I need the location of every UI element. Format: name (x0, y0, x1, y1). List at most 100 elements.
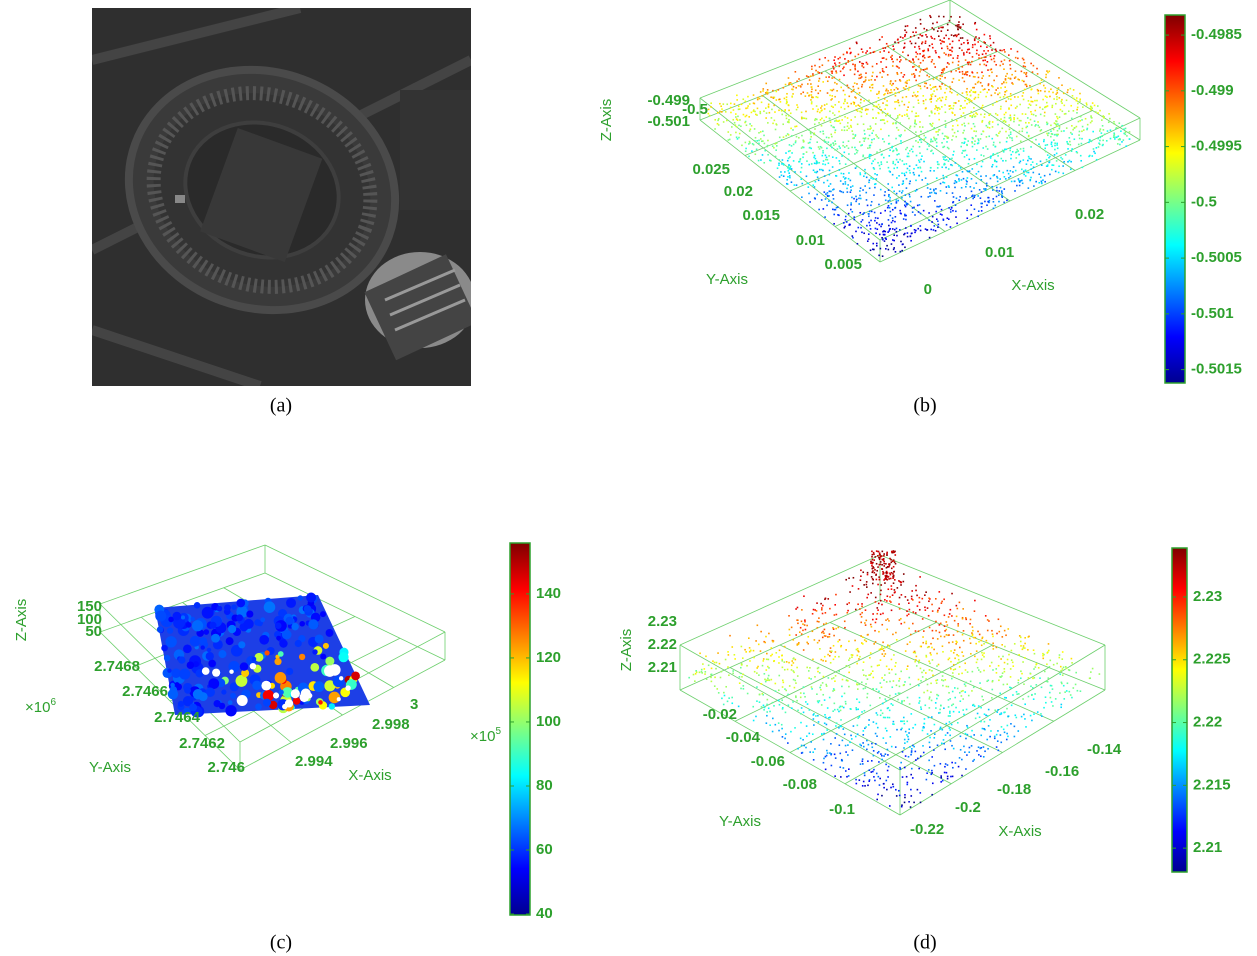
point (918, 175, 920, 177)
point (949, 86, 951, 88)
point (784, 669, 786, 671)
point (921, 598, 923, 600)
point (1044, 91, 1046, 93)
point (920, 706, 922, 708)
point (949, 735, 951, 737)
point (910, 36, 912, 38)
point (888, 167, 890, 169)
point (949, 20, 951, 22)
point (854, 640, 856, 642)
point (901, 804, 903, 806)
point (1003, 684, 1005, 686)
point (953, 105, 955, 107)
point (786, 93, 788, 95)
point (988, 197, 990, 199)
point (929, 627, 931, 629)
point (999, 178, 1001, 180)
point (952, 767, 954, 769)
point (966, 725, 968, 727)
point (788, 105, 790, 107)
point (1022, 698, 1024, 700)
point (874, 183, 876, 185)
point (808, 677, 810, 679)
point (896, 149, 898, 151)
point (769, 160, 771, 162)
point (1069, 137, 1071, 139)
point (875, 574, 877, 576)
point (978, 140, 980, 142)
point (801, 707, 803, 709)
point (790, 166, 792, 168)
y-tick-label: 0 (924, 281, 932, 298)
point (847, 191, 849, 193)
point (971, 61, 973, 63)
point (737, 116, 739, 118)
point (990, 155, 992, 157)
point (907, 168, 909, 170)
point (980, 179, 982, 181)
point (767, 145, 769, 147)
point (1018, 654, 1020, 656)
point (985, 715, 987, 717)
point (838, 66, 840, 68)
point (843, 728, 845, 730)
point (971, 730, 973, 732)
point (745, 148, 747, 150)
point (988, 136, 990, 138)
point (943, 598, 945, 600)
surface-patch (263, 699, 271, 707)
point (932, 153, 934, 155)
point (800, 697, 802, 699)
surface-patch (179, 669, 190, 680)
point (745, 121, 747, 123)
point (1047, 154, 1049, 156)
point (904, 74, 906, 76)
point (880, 161, 882, 163)
point (886, 666, 888, 668)
point (1022, 113, 1024, 115)
point (829, 697, 831, 699)
point (927, 690, 929, 692)
point (829, 170, 831, 172)
point (774, 97, 776, 99)
point (871, 139, 873, 141)
point (972, 630, 974, 632)
point (850, 204, 852, 206)
point (831, 147, 833, 149)
point (1006, 708, 1008, 710)
point (973, 734, 975, 736)
point (939, 728, 941, 730)
point (822, 660, 824, 662)
caption: (a) (270, 395, 292, 417)
point (1068, 669, 1070, 671)
point (932, 610, 934, 612)
point (746, 124, 748, 126)
point (879, 682, 881, 684)
point (1038, 182, 1040, 184)
point (806, 160, 808, 162)
surface-patch (192, 620, 203, 631)
point (999, 142, 1001, 144)
point (950, 71, 952, 73)
point (1072, 129, 1074, 131)
point (983, 652, 985, 654)
point (898, 603, 900, 605)
point (883, 679, 885, 681)
point (701, 669, 703, 671)
point (892, 594, 894, 596)
point (836, 83, 838, 85)
point (782, 708, 784, 710)
point (791, 96, 793, 98)
point (829, 636, 831, 638)
point (916, 665, 918, 667)
point (823, 133, 825, 135)
point (971, 116, 973, 118)
point (716, 688, 718, 690)
point (914, 46, 916, 48)
point (810, 741, 812, 743)
point (693, 674, 695, 676)
point (885, 728, 887, 730)
point (1078, 144, 1080, 146)
point (871, 211, 873, 213)
point (1129, 138, 1131, 140)
